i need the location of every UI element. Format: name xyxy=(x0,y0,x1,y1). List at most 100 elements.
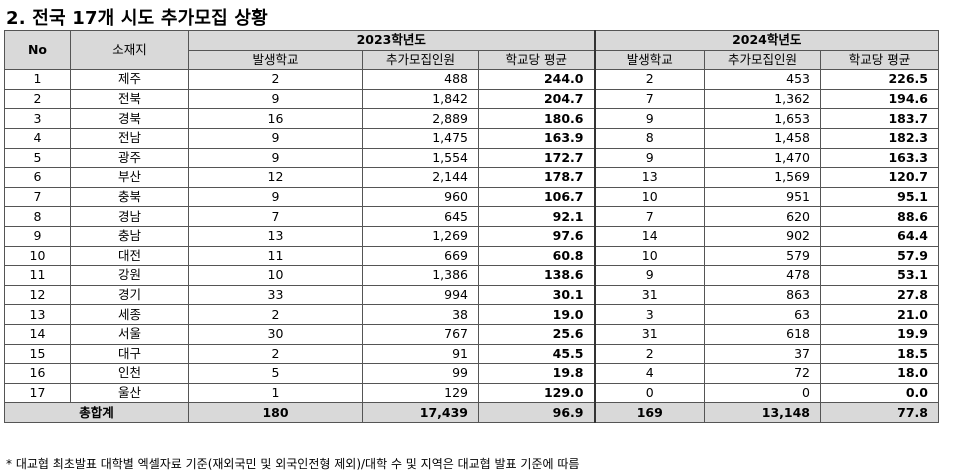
row-average-2023: 172.7 xyxy=(478,147,595,169)
row-average-2024: 64.4 xyxy=(820,225,939,247)
row-no: 3 xyxy=(4,108,71,129)
row-average-2023: 244.0 xyxy=(478,69,595,90)
row-schools-2024: 3 xyxy=(593,304,705,325)
header-average-2023: 학교당 평균 xyxy=(478,49,595,71)
row-average-2023: 30.1 xyxy=(478,284,595,306)
table-row: 3 경북 16 2,889 180.6 9 1,653 183.7 xyxy=(4,108,939,129)
row-region: 강원 xyxy=(70,265,189,286)
table-row: 10 대전 11 669 60.8 10 579 57.9 xyxy=(4,245,939,267)
page-title: 2. 전국 17개 시도 추가모집 상황 xyxy=(6,8,268,29)
row-no: 13 xyxy=(4,304,71,325)
row-count-2023: 2,889 xyxy=(362,108,479,129)
row-count-2023: 91 xyxy=(362,343,479,365)
row-schools-2024: 2 xyxy=(593,69,705,90)
table-row: 7 충북 9 960 106.7 10 951 95.1 xyxy=(4,186,939,208)
row-schools-2023: 10 xyxy=(188,265,363,286)
row-no: 16 xyxy=(4,363,71,384)
row-region: 대전 xyxy=(70,245,189,267)
row-schools-2023: 7 xyxy=(188,206,363,227)
row-average-2024: 120.7 xyxy=(820,167,939,188)
row-region: 부산 xyxy=(70,167,189,188)
table-row: 2 전북 9 1,842 204.7 7 1,362 194.6 xyxy=(4,88,939,110)
row-average-2023: 163.9 xyxy=(478,127,595,149)
row-average-2023: 204.7 xyxy=(478,88,595,110)
table-row: 6 부산 12 2,144 178.7 13 1,569 120.7 xyxy=(4,167,939,188)
row-region: 충북 xyxy=(70,186,189,208)
row-schools-2023: 13 xyxy=(188,225,363,247)
row-average-2024: 88.6 xyxy=(820,206,939,227)
row-no: 7 xyxy=(4,186,71,208)
table-row: 17 울산 1 129 129.0 0 0 0.0 xyxy=(4,382,939,404)
header-region: 소재지 xyxy=(70,29,189,71)
row-count-2024: 863 xyxy=(704,284,821,306)
total-average-2024: 77.8 xyxy=(820,402,939,423)
row-count-2023: 1,554 xyxy=(362,147,479,169)
row-no: 2 xyxy=(4,88,71,110)
row-no: 17 xyxy=(4,382,71,404)
row-schools-2024: 31 xyxy=(593,284,705,306)
row-no: 10 xyxy=(4,245,71,267)
row-average-2023: 180.6 xyxy=(478,108,595,129)
row-count-2024: 1,470 xyxy=(704,147,821,169)
row-average-2024: 18.0 xyxy=(820,363,939,384)
row-schools-2023: 2 xyxy=(188,343,363,365)
row-average-2023: 92.1 xyxy=(478,206,595,227)
row-schools-2023: 2 xyxy=(188,69,363,90)
row-no: 1 xyxy=(4,69,71,90)
row-average-2023: 138.6 xyxy=(478,265,595,286)
row-region: 전남 xyxy=(70,127,189,149)
row-average-2023: 45.5 xyxy=(478,343,595,365)
row-count-2024: 63 xyxy=(704,304,821,325)
row-count-2023: 960 xyxy=(362,186,479,208)
row-no: 6 xyxy=(4,167,71,188)
row-schools-2023: 1 xyxy=(188,382,363,404)
row-schools-2024: 9 xyxy=(593,265,705,286)
row-schools-2023: 2 xyxy=(188,304,363,325)
table-row: 15 대구 2 91 45.5 2 37 18.5 xyxy=(4,343,939,365)
table-row: 4 전남 9 1,475 163.9 8 1,458 182.3 xyxy=(4,127,939,149)
row-no: 12 xyxy=(4,284,71,306)
row-count-2024: 0 xyxy=(704,382,821,404)
row-schools-2024: 14 xyxy=(593,225,705,247)
row-average-2024: 226.5 xyxy=(820,69,939,90)
row-region: 경기 xyxy=(70,284,189,306)
row-schools-2024: 7 xyxy=(593,88,705,110)
row-average-2023: 129.0 xyxy=(478,382,595,404)
row-schools-2023: 11 xyxy=(188,245,363,267)
row-region: 제주 xyxy=(70,69,189,90)
row-average-2024: 21.0 xyxy=(820,304,939,325)
row-schools-2024: 7 xyxy=(593,206,705,227)
row-count-2024: 1,458 xyxy=(704,127,821,149)
row-schools-2023: 9 xyxy=(188,127,363,149)
row-region: 경북 xyxy=(70,108,189,129)
header-count-2024: 추가모집인원 xyxy=(704,49,821,71)
row-average-2024: 0.0 xyxy=(820,382,939,404)
table-row: 11 강원 10 1,386 138.6 9 478 53.1 xyxy=(4,265,939,286)
row-average-2023: 60.8 xyxy=(478,245,595,267)
row-region: 경남 xyxy=(70,206,189,227)
row-schools-2024: 4 xyxy=(593,363,705,384)
row-count-2024: 618 xyxy=(704,323,821,345)
total-count-2024: 13,148 xyxy=(704,402,821,423)
row-schools-2023: 33 xyxy=(188,284,363,306)
row-count-2024: 1,569 xyxy=(704,167,821,188)
row-schools-2023: 16 xyxy=(188,108,363,129)
total-row: 총합계 180 17,439 96.9 169 13,148 77.8 xyxy=(4,402,939,423)
row-average-2024: 19.9 xyxy=(820,323,939,345)
recruitment-table: No 소재지 2023학년도 2024학년도 발생학교 추가모집인원 학교당 평… xyxy=(4,29,939,423)
row-average-2024: 27.8 xyxy=(820,284,939,306)
row-count-2024: 951 xyxy=(704,186,821,208)
row-count-2023: 1,269 xyxy=(362,225,479,247)
row-schools-2024: 2 xyxy=(593,343,705,365)
row-schools-2024: 31 xyxy=(593,323,705,345)
row-count-2023: 1,475 xyxy=(362,127,479,149)
row-schools-2024: 9 xyxy=(593,147,705,169)
row-average-2024: 57.9 xyxy=(820,245,939,267)
row-count-2024: 902 xyxy=(704,225,821,247)
row-count-2023: 1,386 xyxy=(362,265,479,286)
row-region: 울산 xyxy=(70,382,189,404)
row-schools-2023: 5 xyxy=(188,363,363,384)
total-label: 총합계 xyxy=(4,402,189,423)
row-schools-2023: 30 xyxy=(188,323,363,345)
row-no: 5 xyxy=(4,147,71,169)
